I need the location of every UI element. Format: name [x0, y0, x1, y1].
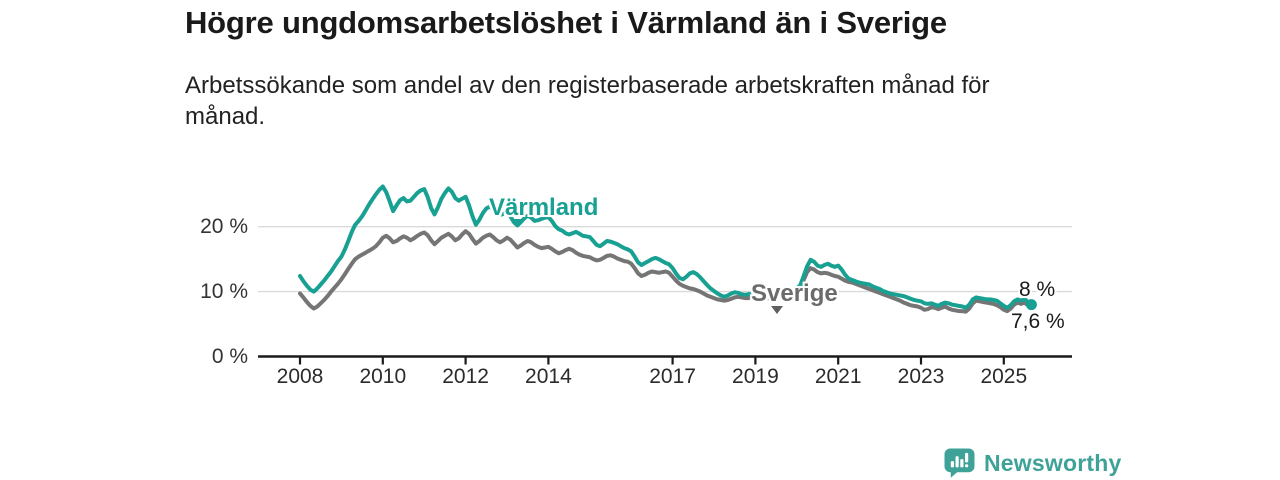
- x-axis-tick-label: 2012: [442, 365, 489, 388]
- newsworthy-logo: Newsworthy: [944, 448, 1121, 478]
- newsworthy-bubble-chart-icon: [944, 448, 975, 478]
- series-line-värmland: [298, 184, 1034, 310]
- label-pointer-sverige-icon: [771, 306, 783, 314]
- newsworthy-wordmark: Newsworthy: [984, 449, 1122, 476]
- x-axis-tick-label: 2021: [814, 365, 862, 388]
- page-title: Högre ungdomsarbetslöshet i Värmland än …: [185, 5, 947, 40]
- series-label-varmland: Värmland: [489, 194, 599, 221]
- series-line-sverige: [298, 229, 1034, 314]
- y-axis-tick-0: 0 %: [211, 344, 248, 368]
- x-axis-tick-label: 2017: [649, 365, 696, 388]
- y-axis-tick-10: 10 %: [200, 279, 248, 303]
- chart-subtitle: Arbetssökande som andel av den registerb…: [185, 72, 990, 130]
- label-pointer-varmland-icon: [511, 219, 523, 227]
- x-axis-tick-label: 2014: [525, 365, 572, 388]
- series-label-sverige: Sverige: [751, 280, 838, 307]
- x-axis-tick-label: 2025: [980, 365, 1028, 388]
- x-axis-tick-label: 2019: [732, 365, 779, 388]
- series-end-dot: [1025, 299, 1037, 311]
- x-axis-tick-label: 2023: [897, 365, 945, 388]
- x-axis-tick-label: 2010: [359, 365, 407, 388]
- end-value-sverige: 7,6 %: [1011, 310, 1065, 333]
- y-axis-tick-20: 20 %: [200, 214, 248, 238]
- x-axis-tick-label: 2008: [276, 365, 324, 388]
- end-value-varmland: 8 %: [1019, 278, 1056, 301]
